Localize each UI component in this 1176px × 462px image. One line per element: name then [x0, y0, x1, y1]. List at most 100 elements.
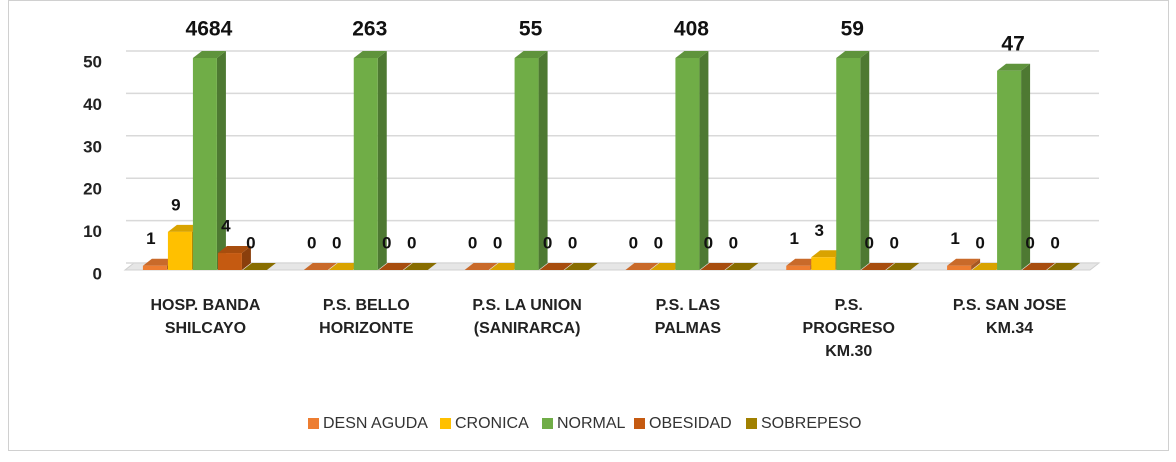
bar-top: [972, 263, 1006, 270]
data-label: 0: [890, 233, 899, 252]
y-tick-label: 40: [83, 95, 102, 114]
data-label: 0: [729, 233, 738, 252]
data-label: 0: [629, 233, 638, 252]
bar-front: [192, 58, 217, 270]
bar: [378, 263, 412, 270]
bar-top: [786, 258, 820, 266]
legend-label: SOBREPESO: [761, 415, 861, 432]
bar-top: [947, 258, 981, 266]
bar-top: [811, 250, 845, 258]
bar-top: [675, 51, 709, 58]
bar-top: [564, 263, 598, 270]
data-label: 0: [307, 233, 316, 252]
legend-swatch: [746, 418, 757, 429]
data-label: 0: [704, 233, 713, 252]
bar-top: [539, 263, 573, 270]
bar-top: [142, 258, 176, 266]
data-label: 1: [950, 229, 959, 248]
bar-top: [378, 263, 412, 270]
legend-label: NORMAL: [557, 415, 626, 432]
data-label: 0: [468, 233, 477, 252]
data-label: 0: [407, 233, 416, 252]
legend-swatch: [634, 418, 645, 429]
bar-top: [700, 263, 734, 270]
data-label: 1: [146, 229, 155, 248]
data-label: 0: [568, 233, 577, 252]
legend-swatch: [542, 418, 553, 429]
data-label: 0: [246, 233, 255, 252]
bar-front: [675, 58, 700, 270]
bar: [564, 263, 598, 270]
data-label: 47: [1001, 32, 1024, 55]
bar-top: [192, 51, 226, 58]
y-tick-label: 50: [83, 52, 102, 71]
data-label: 59: [841, 18, 864, 41]
bar-top: [514, 51, 548, 58]
bar-top: [886, 263, 920, 270]
bar-top: [353, 51, 387, 58]
bar-front: [811, 257, 836, 270]
bar-top: [1022, 263, 1056, 270]
bar: [972, 263, 1006, 270]
bar: [1047, 263, 1081, 270]
bar: [403, 263, 437, 270]
data-label: 55: [519, 18, 543, 41]
data-label: 3: [815, 221, 824, 240]
y-tick-label: 20: [83, 180, 102, 199]
y-tick-label: 10: [83, 222, 102, 241]
data-label: 9: [171, 195, 180, 214]
bar: [464, 263, 498, 270]
bar: [192, 51, 226, 270]
data-label: 1: [790, 229, 799, 248]
bar-top: [217, 246, 251, 254]
bar-front: [217, 253, 242, 270]
bar: [1022, 263, 1056, 270]
bar-side: [241, 246, 251, 270]
bar: [650, 263, 684, 270]
bar: [328, 263, 362, 270]
bar: [489, 263, 523, 270]
bar: [947, 258, 981, 270]
bar-top: [836, 51, 870, 58]
bar-side: [971, 258, 981, 270]
data-label: 0: [382, 233, 391, 252]
bar-front: [353, 58, 378, 270]
bar-front: [514, 58, 539, 270]
bar-top: [464, 263, 498, 270]
bar-front: [836, 58, 861, 270]
bar-front: [786, 265, 811, 270]
bar: [217, 246, 251, 270]
data-label: 0: [1025, 233, 1034, 252]
data-label: 0: [493, 233, 502, 252]
bar-side: [1021, 63, 1031, 270]
data-label: 4684: [186, 18, 233, 41]
legend-swatch: [440, 418, 451, 429]
bar-side: [377, 51, 387, 270]
data-label: 0: [543, 233, 552, 252]
bar-side: [860, 51, 870, 270]
bar-front: [142, 265, 167, 270]
data-label: 0: [865, 233, 874, 252]
bar-front: [997, 70, 1022, 270]
bar: [242, 263, 276, 270]
x-tick-label: P.S. PROGRESO KM.30: [803, 297, 895, 360]
bar: [700, 263, 734, 270]
bar-top: [861, 263, 895, 270]
bar-top: [725, 263, 759, 270]
bar: [886, 263, 920, 270]
data-label: 0: [975, 233, 984, 252]
data-label: 4: [221, 217, 231, 236]
bar: [836, 51, 870, 270]
x-tick-label: P.S. LAS PALMAS: [655, 297, 722, 337]
x-tick-label: P.S. LA UNION (SANIRARCA): [472, 297, 581, 337]
bar-top: [625, 263, 659, 270]
data-label: 0: [332, 233, 341, 252]
bar: [303, 263, 337, 270]
bar: [725, 263, 759, 270]
bar: [675, 51, 709, 270]
bar: [997, 63, 1031, 270]
x-tick-label: P.S. BELLO HORIZONTE: [319, 297, 414, 337]
data-label: 408: [674, 18, 709, 41]
bar-top: [167, 224, 201, 232]
bar: [861, 263, 895, 270]
